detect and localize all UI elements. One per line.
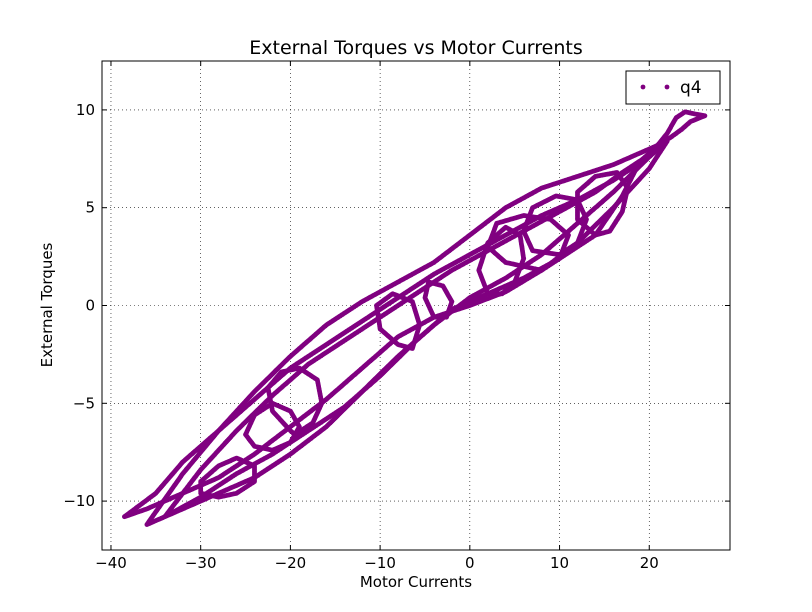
x-ticks: −40 −30 −20 −10 0 10 20	[95, 61, 659, 572]
x-axis-label: Motor Currents	[360, 573, 472, 591]
plot-frame	[101, 60, 731, 551]
x-tick-label: 0	[465, 554, 475, 572]
y-axis-label: External Torques	[38, 242, 56, 367]
chart-title: External Torques vs Motor Currents	[249, 37, 582, 59]
legend: q4	[625, 70, 721, 105]
x-tick-label: 20	[640, 554, 659, 572]
data-points	[122, 109, 708, 527]
data-point	[244, 433, 249, 439]
x-tick-label: −40	[95, 554, 127, 572]
legend-box	[625, 70, 721, 105]
legend-label-q4: q4	[680, 78, 702, 98]
y-tick-label: −10	[63, 492, 95, 510]
y-ticks: −10 −5 0 5 10	[63, 101, 730, 510]
x-tick-label: −30	[185, 554, 217, 572]
data-point	[163, 513, 169, 519]
data-point	[145, 521, 151, 526]
y-tick-label: 5	[85, 199, 95, 217]
data-point	[432, 314, 438, 320]
data-point	[288, 429, 294, 434]
data-point	[198, 480, 204, 486]
data-point	[594, 232, 600, 238]
y-tick-label: −5	[73, 394, 95, 412]
data-point	[629, 165, 635, 171]
legend-marker	[664, 84, 670, 90]
x-tick-label: −20	[275, 554, 307, 572]
data-point	[397, 342, 402, 348]
y-tick-label: 10	[76, 101, 95, 119]
x-tick-label: −10	[364, 554, 396, 572]
data-point	[486, 291, 492, 297]
data-point	[123, 513, 128, 519]
y-tick-label: 0	[85, 297, 95, 315]
legend-marker	[640, 84, 646, 90]
x-tick-label: 10	[550, 554, 569, 572]
data-point	[540, 267, 546, 272]
